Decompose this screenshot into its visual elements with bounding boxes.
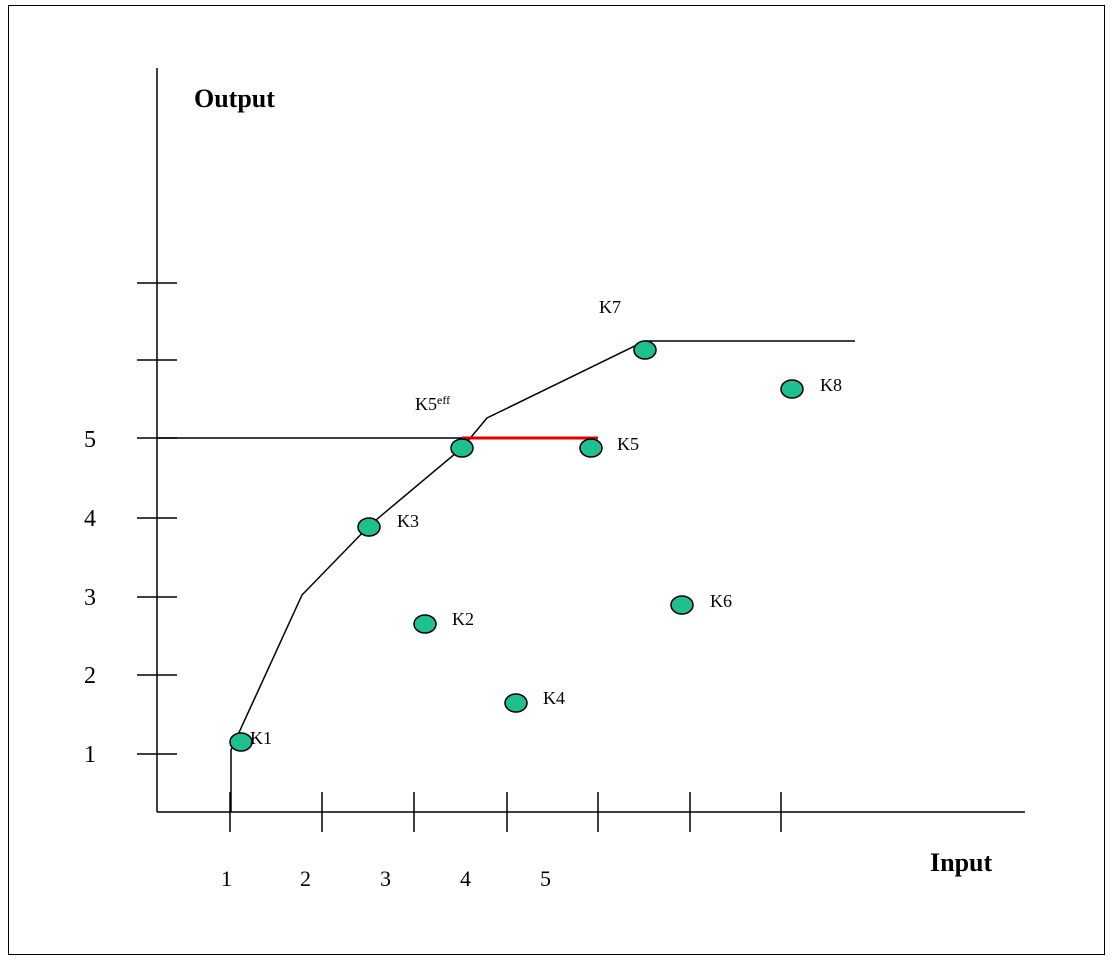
x-tick-label: 4 [460, 866, 471, 891]
point-k3 [357, 517, 381, 537]
label-k7: K7 [599, 297, 621, 317]
point-k2 [413, 614, 437, 634]
diagram-frame [8, 5, 1105, 955]
label-k3: K3 [397, 511, 419, 531]
y-tick-label: 2 [84, 663, 96, 689]
label-k5-eff-main: K5 [415, 394, 437, 414]
point-k4 [504, 693, 528, 713]
x-axis-title: Input [930, 848, 992, 877]
point-k6 [670, 595, 694, 615]
label-k4: K4 [543, 688, 565, 708]
x-tick-label: 1 [221, 866, 232, 891]
label-k1: K1 [250, 728, 272, 748]
y-tick-label: 4 [84, 506, 96, 532]
x-tick-label: 5 [540, 866, 551, 891]
x-ticks [229, 792, 782, 832]
efficiency-frontier-line [230, 340, 855, 812]
label-k5-eff: K5eff [415, 393, 450, 414]
point-k5-eff [450, 438, 474, 458]
x-tick-label: 2 [300, 866, 311, 891]
y-axis-title: Output [194, 84, 275, 113]
point-k7 [633, 340, 657, 360]
y-tick-label: 1 [84, 742, 96, 768]
point-k8 [780, 379, 804, 399]
label-k2: K2 [452, 609, 474, 629]
y-tick-label: 5 [84, 427, 96, 453]
data-points [229, 340, 804, 752]
label-k5: K5 [617, 434, 639, 454]
label-k5-eff-superscript: eff [437, 393, 450, 407]
y-tick-label: 3 [84, 585, 96, 611]
y-ticks [137, 282, 177, 755]
label-k8: K8 [820, 375, 842, 395]
x-tick-label: 3 [380, 866, 391, 891]
label-k6: K6 [710, 591, 732, 611]
point-k5 [579, 438, 603, 458]
point-k1 [229, 732, 253, 752]
